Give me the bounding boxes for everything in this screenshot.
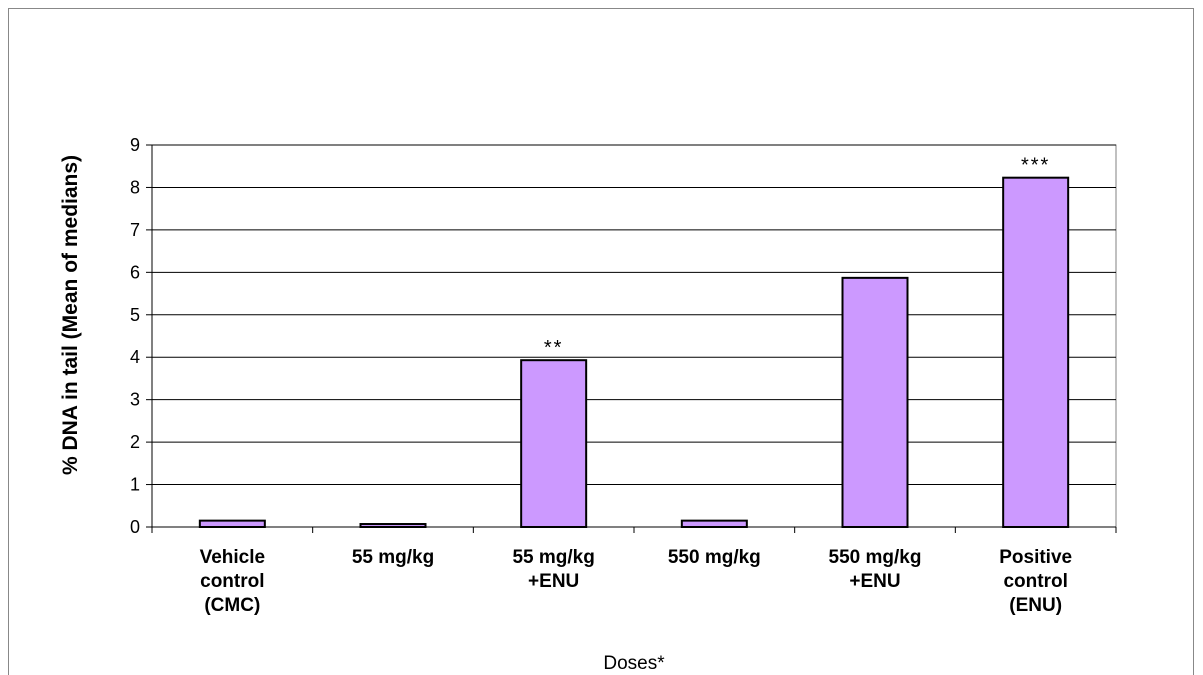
category-label-line: +ENU bbox=[528, 571, 579, 592]
category-label-line: Vehicle bbox=[200, 547, 266, 568]
y-tick-label: 7 bbox=[130, 220, 140, 240]
gridlines bbox=[151, 144, 1117, 528]
category-label-line: 55 mg/kg bbox=[352, 547, 434, 568]
bar bbox=[520, 359, 588, 528]
x-axis-label: Doses* bbox=[603, 653, 665, 674]
bars bbox=[198, 176, 1070, 529]
category-label-line: (CMC) bbox=[204, 595, 260, 616]
category-label: Positive control (ENU) bbox=[999, 547, 1072, 616]
category-label: 55 mg/kg bbox=[352, 547, 434, 568]
category-label-line: control bbox=[1003, 571, 1067, 592]
category-label: 550 mg/kg bbox=[668, 547, 761, 568]
axes bbox=[146, 144, 1117, 533]
bar bbox=[198, 519, 266, 529]
category-label-line: 550 mg/kg bbox=[668, 547, 761, 568]
category-label-line: control bbox=[200, 571, 264, 592]
y-tick-label: 2 bbox=[130, 432, 140, 452]
category-labels: Vehicle control (CMC)55 mg/kg 55 mg/kg +ENU5… bbox=[200, 547, 1073, 616]
y-tick-label: 8 bbox=[130, 177, 140, 197]
y-tick-label: 1 bbox=[130, 475, 140, 495]
category-label-line: 550 mg/kg bbox=[829, 547, 922, 568]
y-tick-label: 5 bbox=[130, 305, 140, 325]
bar bbox=[841, 276, 909, 528]
category-label: Vehicle control (CMC) bbox=[200, 547, 266, 616]
category-label-line: 55 mg/kg bbox=[512, 547, 594, 568]
chart-frame bbox=[8, 8, 1194, 675]
y-tick-label: 0 bbox=[130, 517, 140, 537]
category-label-line: Positive bbox=[999, 547, 1072, 568]
y-axis-label: % DNA in tail (Mean of medians) bbox=[59, 155, 82, 475]
y-tick-label: 4 bbox=[130, 347, 140, 367]
category-label: 55 mg/kg +ENU bbox=[512, 547, 594, 592]
significance-mark: *** bbox=[1021, 155, 1050, 177]
significance-annotations: ***** bbox=[544, 155, 1050, 360]
category-label: 550 mg/kg +ENU bbox=[829, 547, 922, 592]
plot-area-border bbox=[151, 144, 1117, 528]
y-tick-labels: 0 1 2 3 4 5 6 7 8 9 bbox=[130, 135, 140, 537]
category-label-line: (ENU) bbox=[1009, 595, 1062, 616]
bar bbox=[680, 519, 748, 529]
bar bbox=[1002, 176, 1070, 528]
category-label-line: +ENU bbox=[849, 571, 900, 592]
y-tick-label: 6 bbox=[130, 262, 140, 282]
y-tick-label: 3 bbox=[130, 390, 140, 410]
significance-mark: ** bbox=[544, 337, 564, 359]
y-tick-label: 9 bbox=[130, 135, 140, 155]
